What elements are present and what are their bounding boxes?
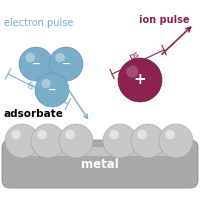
Circle shape [103,124,137,158]
FancyBboxPatch shape [2,140,198,188]
Circle shape [55,53,65,62]
Circle shape [37,130,47,139]
Text: −: − [62,59,70,69]
Circle shape [11,130,21,139]
Circle shape [19,47,53,81]
Circle shape [31,124,65,158]
Text: adsorbate: adsorbate [4,109,64,119]
Text: metal: metal [81,158,119,170]
Circle shape [35,73,69,107]
FancyBboxPatch shape [14,147,186,156]
Circle shape [49,47,83,81]
Text: ion pulse: ion pulse [139,15,189,25]
Text: ps: ps [127,50,141,62]
Circle shape [165,130,175,139]
Text: electron pulse: electron pulse [4,18,73,28]
Circle shape [118,58,162,102]
Text: +: + [134,72,146,88]
Circle shape [159,124,193,158]
Circle shape [65,130,75,139]
Circle shape [137,130,147,139]
Circle shape [109,130,119,139]
Circle shape [41,79,51,88]
Text: −: − [48,85,56,95]
Circle shape [25,53,35,62]
Text: fs: fs [24,81,36,93]
Text: −: − [32,59,40,69]
Circle shape [126,65,138,78]
Circle shape [131,124,165,158]
Circle shape [59,124,93,158]
Circle shape [5,124,39,158]
